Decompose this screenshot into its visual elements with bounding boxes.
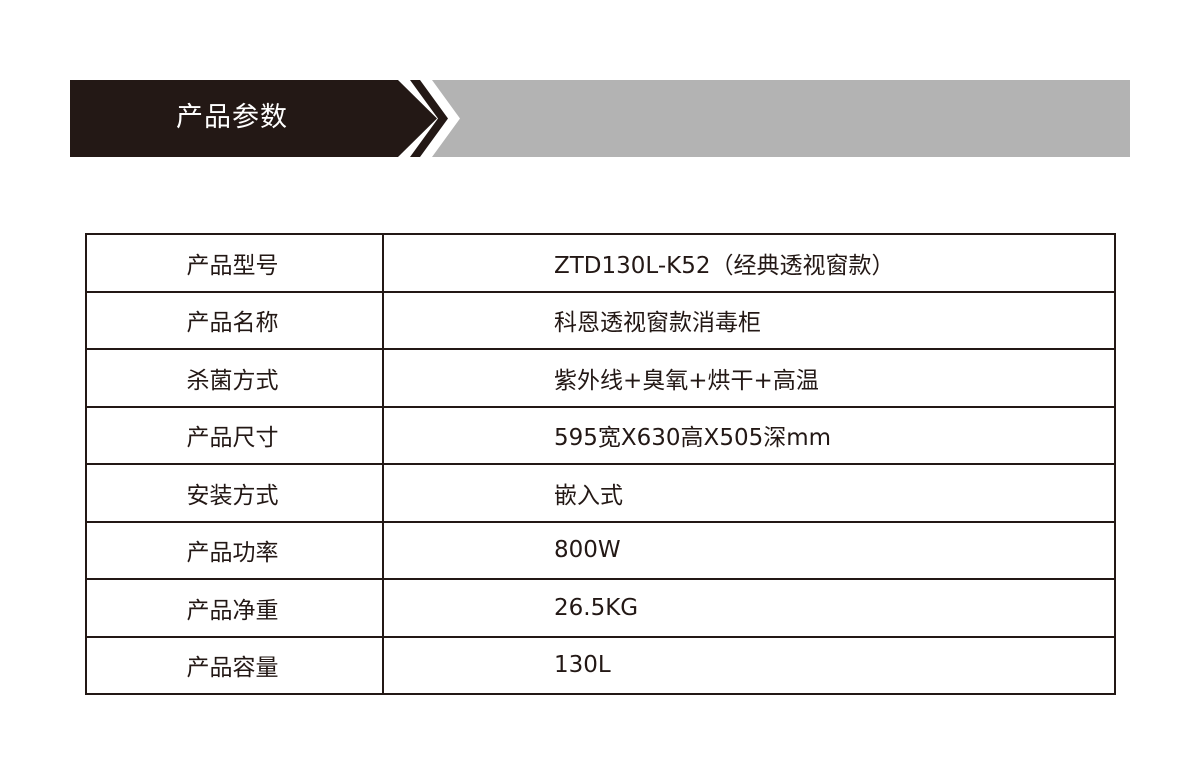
spec-value: 130L (382, 635, 1116, 695)
table-row: 安装方式 嵌入式 (85, 463, 1116, 523)
table-row: 产品功率 800W (85, 520, 1116, 580)
table-row: 产品净重 26.5KG (85, 578, 1116, 638)
spec-value: 595宽X630高X505深mm (382, 405, 1116, 465)
table-row: 产品尺寸 595宽X630高X505深mm (85, 405, 1116, 465)
section-title: 产品参数 (176, 102, 288, 133)
chevron-right-icon (410, 80, 448, 157)
spec-label: 产品名称 (85, 290, 384, 350)
spec-value: 嵌入式 (382, 463, 1116, 523)
spec-label: 安装方式 (85, 463, 384, 523)
banner-graphic (70, 80, 1130, 157)
spec-label: 产品型号 (85, 233, 384, 293)
spec-value: 科恩透视窗款消毒柜 (382, 290, 1116, 350)
spec-value: 紫外线+臭氧+烘干+高温 (382, 348, 1116, 408)
table-row: 产品容量 130L (85, 635, 1116, 695)
table-row: 杀菌方式 紫外线+臭氧+烘干+高温 (85, 348, 1116, 408)
spec-value: 26.5KG (382, 578, 1116, 638)
spec-label: 产品净重 (85, 578, 384, 638)
spec-label: 产品尺寸 (85, 405, 384, 465)
spec-table: 产品型号 ZTD130L-K52（经典透视窗款） 产品名称 科恩透视窗款消毒柜 杀菌方式… (85, 233, 1116, 695)
banner-gray-bar (432, 80, 1130, 157)
table-row: 产品名称 科恩透视窗款消毒柜 (85, 290, 1116, 350)
spec-label: 产品容量 (85, 635, 384, 695)
table-row: 产品型号 ZTD130L-K52（经典透视窗款） (85, 233, 1116, 293)
banner-dark-block (70, 80, 437, 157)
spec-value: 800W (382, 520, 1116, 580)
spec-label: 杀菌方式 (85, 348, 384, 408)
spec-value: ZTD130L-K52（经典透视窗款） (382, 233, 1116, 293)
spec-label: 产品功率 (85, 520, 384, 580)
